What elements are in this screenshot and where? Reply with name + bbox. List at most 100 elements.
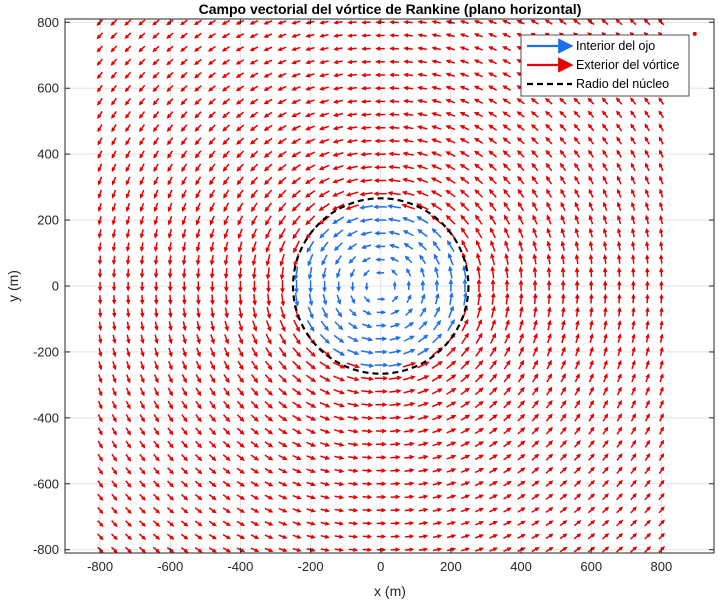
vector-arrow-exterior [545, 493, 554, 500]
vector-arrow-exterior [546, 188, 552, 198]
vector-arrow-interior [448, 305, 454, 319]
vector-arrow-exterior [193, 19, 202, 26]
vector-arrow-exterior [250, 176, 259, 186]
vector-arrow-exterior [431, 59, 442, 64]
vector-arrow-exterior [630, 188, 636, 198]
vector-arrow-exterior [320, 508, 331, 513]
vector-arrow-exterior [361, 33, 371, 38]
vector-arrow-exterior [306, 521, 316, 526]
vector-arrow-exterior [111, 453, 118, 462]
vector-arrow-exterior [139, 242, 145, 252]
vector-arrow-exterior [306, 455, 317, 460]
vector-arrow-exterior [432, 454, 443, 460]
vector-arrow-exterior [305, 73, 315, 78]
x-tick-label: -800 [87, 559, 113, 574]
vector-arrow-exterior [659, 386, 664, 396]
vector-arrow-exterior [251, 228, 258, 240]
vector-arrow-exterior [306, 428, 317, 434]
vector-arrow-exterior [181, 387, 188, 397]
vector-arrow-exterior [125, 400, 131, 410]
vector-arrow-exterior [504, 292, 510, 305]
vector-arrow-exterior [503, 214, 511, 225]
vector-arrow-exterior [152, 19, 160, 26]
vector-arrow-exterior [474, 494, 485, 500]
vector-arrow-interior [364, 282, 369, 291]
vector-arrow-exterior [194, 137, 202, 146]
vector-arrow-exterior [459, 46, 469, 51]
vector-arrow-exterior [546, 266, 552, 278]
vector-arrow-interior [308, 280, 313, 294]
vector-arrow-exterior [196, 294, 201, 306]
vector-arrow-exterior [97, 400, 103, 410]
vector-arrow-interior [373, 204, 387, 210]
vector-arrow-exterior [630, 97, 637, 105]
vector-arrow-exterior [292, 441, 302, 447]
vector-arrow-exterior [179, 19, 188, 26]
vector-arrow-exterior [238, 320, 244, 332]
y-tick-label: 400 [37, 147, 59, 162]
vector-arrow-exterior [573, 149, 581, 158]
vector-arrow-exterior [630, 546, 638, 553]
vector-arrow-exterior [659, 241, 664, 251]
vector-arrow-exterior [125, 229, 131, 239]
vector-arrow-exterior [208, 124, 216, 132]
vector-arrow-exterior [360, 112, 372, 118]
vector-arrow-exterior [473, 46, 483, 51]
vector-arrow-exterior [96, 45, 104, 53]
vector-arrow-interior [432, 333, 443, 344]
vector-arrow-exterior [431, 125, 442, 130]
vector-arrow-exterior [644, 546, 652, 553]
vector-arrow-exterior [588, 386, 594, 396]
vector-arrow-exterior [97, 440, 103, 449]
vector-arrow-exterior [559, 466, 568, 474]
vector-arrow-exterior [518, 266, 524, 278]
vector-arrow-exterior [418, 507, 429, 513]
vector-arrow-exterior [124, 45, 132, 53]
vector-arrow-exterior [489, 227, 497, 239]
vector-arrow-exterior [644, 466, 651, 475]
vector-arrow-exterior [360, 125, 372, 131]
vector-arrow-exterior [588, 280, 594, 291]
vector-arrow-exterior [167, 242, 173, 253]
vector-arrow-exterior [153, 427, 160, 436]
vector-arrow-exterior [474, 520, 485, 526]
vector-arrow-exterior [347, 20, 357, 25]
vector-arrow-interior [320, 320, 329, 332]
vector-arrow-exterior [334, 521, 345, 526]
vector-arrow-exterior [430, 202, 443, 211]
vector-arrow-exterior [138, 32, 146, 39]
vector-arrow-exterior [139, 215, 145, 226]
vector-arrow-exterior [194, 533, 203, 540]
vector-arrow-exterior [168, 294, 173, 305]
x-tick-label: 600 [580, 559, 602, 574]
vector-arrow-interior [417, 228, 428, 238]
vector-arrow-exterior [431, 138, 442, 144]
vector-arrow-exterior [602, 267, 608, 278]
vector-arrow-exterior [125, 202, 131, 213]
vector-arrow-exterior [196, 307, 201, 319]
vector-arrow-exterior [616, 162, 622, 172]
vector-arrow-exterior [659, 306, 664, 317]
vector-arrow-exterior [615, 19, 623, 26]
vector-arrow-exterior [181, 255, 187, 266]
vector-arrow-exterior [278, 202, 287, 212]
vector-arrow-exterior [112, 374, 117, 384]
vector-arrow-exterior [265, 333, 272, 345]
vector-arrow-exterior [195, 360, 201, 371]
vector-arrow-exterior [195, 241, 201, 253]
vector-arrow-exterior [589, 346, 594, 357]
vector-arrow-exterior [517, 453, 526, 461]
vector-arrow-exterior [346, 165, 358, 171]
vector-arrow-exterior [263, 124, 273, 132]
vector-arrow-exterior [388, 151, 400, 157]
vector-arrow-exterior [616, 386, 622, 396]
vector-arrow-exterior [208, 85, 216, 92]
vector-arrow-exterior [237, 267, 243, 280]
vector-arrow-exterior [207, 32, 216, 39]
vector-arrow-exterior [236, 163, 244, 172]
vector-arrow-exterior [560, 279, 566, 291]
vector-arrow-exterior [250, 163, 259, 172]
vector-arrow-exterior [250, 481, 260, 487]
vector-arrow-exterior [126, 321, 131, 332]
vector-arrow-exterior [431, 46, 441, 51]
